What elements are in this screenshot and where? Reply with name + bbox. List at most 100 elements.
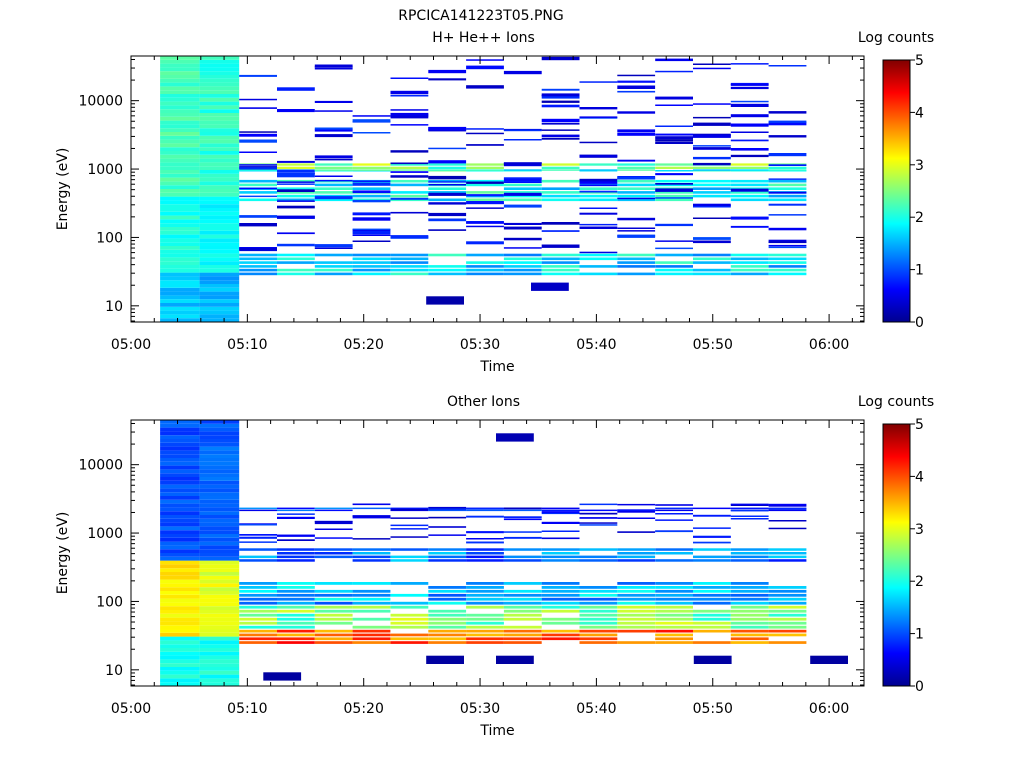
heatmap-cell [579, 141, 618, 144]
heatmap-cell [199, 227, 240, 231]
heatmap-cell [617, 197, 656, 200]
heatmap-cell [655, 188, 693, 192]
heatmap-cell [693, 601, 731, 605]
heatmap-cell [579, 633, 618, 637]
heatmap-cell [160, 189, 200, 193]
heatmap-cell [768, 241, 807, 244]
heatmap-cell [466, 261, 504, 264]
heatmap-cell [466, 586, 504, 589]
heatmap-cell [730, 586, 769, 589]
heatmap-cell [160, 181, 200, 186]
heatmap-cell [199, 181, 240, 186]
heatmap-cell [160, 492, 200, 496]
heatmap-cell [199, 492, 240, 496]
heatmap-cell [730, 503, 769, 506]
heatmap-cell [314, 253, 353, 257]
heatmap-cell [768, 508, 807, 510]
heatmap-cell [617, 166, 656, 169]
heatmap-cell [160, 541, 200, 546]
heatmap-cell [160, 158, 200, 163]
heatmap-cell [693, 555, 731, 559]
heatmap-cell [730, 272, 769, 276]
heatmap-cell [390, 621, 429, 625]
heatmap-cell [160, 659, 200, 664]
heatmap-cell [199, 147, 240, 151]
heatmap-cell [541, 609, 580, 613]
heatmap-cell [314, 509, 353, 512]
heatmap-cell [199, 162, 240, 167]
heatmap-cell [314, 191, 353, 194]
heatmap-cell [617, 194, 656, 198]
heatmap-cell [277, 552, 315, 555]
heatmap-cell [160, 640, 200, 645]
heatmap-cell [352, 597, 391, 601]
heatmap-cell [730, 605, 769, 609]
heatmap-cell [617, 548, 656, 551]
colorbar-tick-label: 5 [915, 53, 924, 69]
heatmap-cell [277, 633, 315, 637]
heatmap-cell [655, 70, 693, 73]
heatmap-cell [617, 582, 656, 585]
heatmap-cell [239, 601, 277, 605]
heatmap-cell [730, 261, 769, 264]
heatmap-cell [314, 163, 353, 166]
heatmap-cell [199, 314, 240, 319]
heatmap-cell [199, 295, 240, 300]
heatmap-cell [160, 132, 200, 136]
heatmap-cell [199, 640, 240, 645]
heatmap-cell [768, 504, 807, 507]
heatmap-cell [239, 637, 277, 641]
heatmap-cell [541, 593, 580, 597]
heatmap-cell [541, 272, 580, 276]
heatmap-cell [160, 113, 200, 117]
heatmap-cell [655, 559, 693, 562]
heatmap-cell [314, 127, 353, 130]
heatmap-cell [199, 503, 240, 508]
heatmap-cell [160, 507, 200, 512]
heatmap-cell [199, 139, 240, 144]
heatmap-cell [160, 116, 200, 121]
x-tick-label: 05:30 [460, 337, 500, 353]
heatmap-cell [655, 509, 693, 512]
heatmap-cell [693, 272, 731, 276]
heatmap-cell [768, 621, 807, 625]
heatmap-cell [503, 633, 542, 637]
heatmap-cell [199, 636, 240, 641]
heatmap-cell [160, 534, 200, 538]
heatmap-cell [352, 538, 391, 540]
heatmap-cell [199, 249, 240, 254]
heatmap-cell [160, 663, 200, 667]
y-tick-label: 100 [96, 230, 123, 246]
heatmap-cell [768, 633, 807, 637]
heatmap-cell [314, 521, 353, 523]
colorbar-tick-label: 0 [915, 315, 924, 331]
heatmap-cell [693, 548, 731, 551]
heatmap-cell [693, 582, 731, 585]
heatmap-cell [541, 194, 580, 198]
heatmap-cell [466, 132, 504, 135]
heatmap-cell [466, 605, 504, 609]
heatmap-cell [503, 597, 542, 601]
heatmap-cell [466, 65, 504, 70]
heatmap-cell [239, 609, 277, 613]
x-tick-label: 05:50 [693, 701, 733, 717]
heatmap-cell [160, 644, 200, 648]
heatmap-cell [503, 509, 542, 512]
heatmap-cell [531, 282, 569, 291]
heatmap-cell [503, 226, 542, 230]
heatmap-cell [160, 469, 200, 474]
heatmap-cell [693, 261, 731, 264]
heatmap-cell [730, 601, 769, 605]
heatmap-cell [617, 111, 656, 114]
heatmap-cell [503, 589, 542, 593]
heatmap-cell [579, 625, 618, 629]
heatmap-cell [352, 217, 391, 221]
heatmap-cell [466, 163, 504, 166]
heatmap-cell [160, 238, 200, 243]
heatmap-cell [239, 605, 277, 609]
heatmap-cell [277, 187, 315, 190]
heatmap-cell [693, 187, 731, 190]
heatmap-cell [160, 522, 200, 527]
heatmap-cell [655, 609, 693, 613]
heatmap-cell [390, 617, 429, 621]
